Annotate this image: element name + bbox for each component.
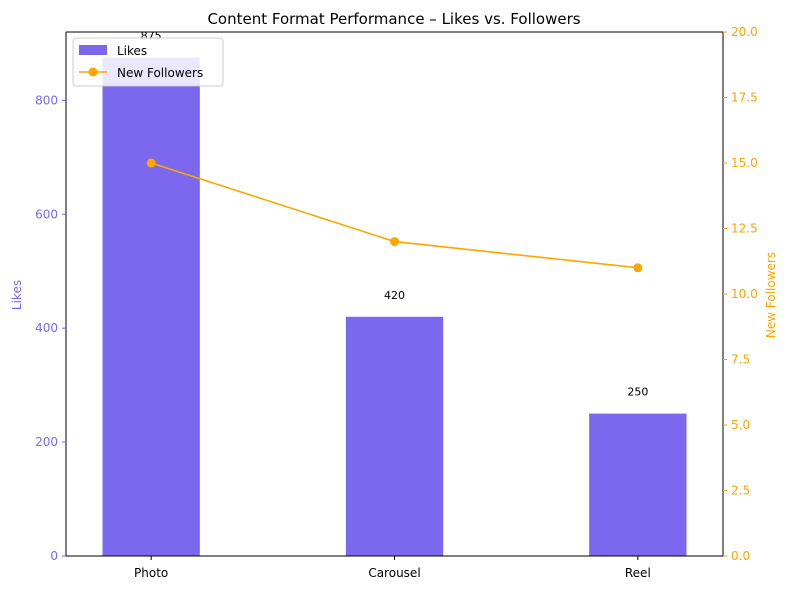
left-tick-label: 200 <box>35 435 58 449</box>
followers-line-layer <box>146 158 643 273</box>
right-tick-label: 5.0 <box>731 418 750 432</box>
legend-likes-label: Likes <box>117 44 147 58</box>
right-axis-label: New Followers <box>764 252 778 338</box>
right-axis-ticks: 0.0 2.5 5.0 7.5 10.0 12.5 15.0 17.5 20.0 <box>723 25 758 563</box>
left-axis-label: Likes <box>10 280 24 310</box>
chart-title: Content Format Performance – Likes vs. F… <box>207 10 580 28</box>
legend-likes-swatch <box>79 45 107 55</box>
left-tick-label: 800 <box>35 93 58 107</box>
right-tick-label: 15.0 <box>731 156 758 170</box>
right-tick-label: 7.5 <box>731 353 750 367</box>
followers-point-reel <box>633 263 643 273</box>
legend-followers-label: New Followers <box>117 66 203 80</box>
x-tick-label-photo: Photo <box>134 566 168 580</box>
right-tick-label: 0.0 <box>731 549 750 563</box>
right-tick-label: 17.5 <box>731 91 758 105</box>
left-axis-ticks: 0 200 400 600 800 <box>35 93 66 563</box>
right-tick-label: 12.5 <box>731 222 758 236</box>
right-tick-label: 10.0 <box>731 287 758 301</box>
left-tick-label: 400 <box>35 321 58 335</box>
right-tick-label: 20.0 <box>731 25 758 39</box>
left-tick-label: 600 <box>35 207 58 221</box>
legend-box <box>72 37 224 87</box>
followers-point-photo <box>146 158 156 168</box>
legend-followers-marker <box>88 67 98 77</box>
x-tick-label-reel: Reel <box>625 566 651 580</box>
bar-group <box>102 57 687 557</box>
bar-label-reel: 250 <box>627 386 648 399</box>
x-tick-label-carousel: Carousel <box>368 566 420 580</box>
followers-point-carousel <box>390 237 399 247</box>
bar-label-carousel: 420 <box>384 289 405 302</box>
bar-carousel <box>345 316 444 556</box>
x-axis-ticks: Photo Carousel Reel <box>134 556 651 580</box>
right-tick-label: 2.5 <box>731 484 750 498</box>
left-tick-label: 0 <box>50 549 58 563</box>
bar-reel <box>589 413 687 556</box>
bar-photo <box>102 57 200 557</box>
legend: Likes New Followers <box>72 37 224 87</box>
